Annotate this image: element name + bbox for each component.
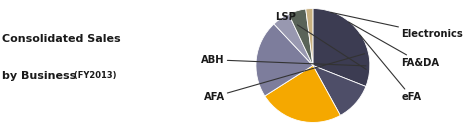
- Text: ABH: ABH: [201, 55, 366, 66]
- Wedge shape: [306, 9, 313, 66]
- Text: Electronics: Electronics: [330, 12, 463, 39]
- Text: AFA: AFA: [203, 54, 365, 102]
- Text: eFA: eFA: [360, 35, 421, 102]
- Wedge shape: [313, 9, 370, 86]
- Wedge shape: [256, 24, 313, 96]
- Text: by Business: by Business: [2, 71, 76, 81]
- Wedge shape: [265, 66, 340, 122]
- Text: (FY2013): (FY2013): [71, 72, 116, 80]
- Text: LSP: LSP: [275, 12, 366, 69]
- Wedge shape: [289, 9, 313, 66]
- Wedge shape: [274, 14, 313, 66]
- Wedge shape: [313, 66, 366, 115]
- Text: Consolidated Sales: Consolidated Sales: [2, 34, 121, 44]
- Text: FA&DA: FA&DA: [348, 22, 439, 68]
